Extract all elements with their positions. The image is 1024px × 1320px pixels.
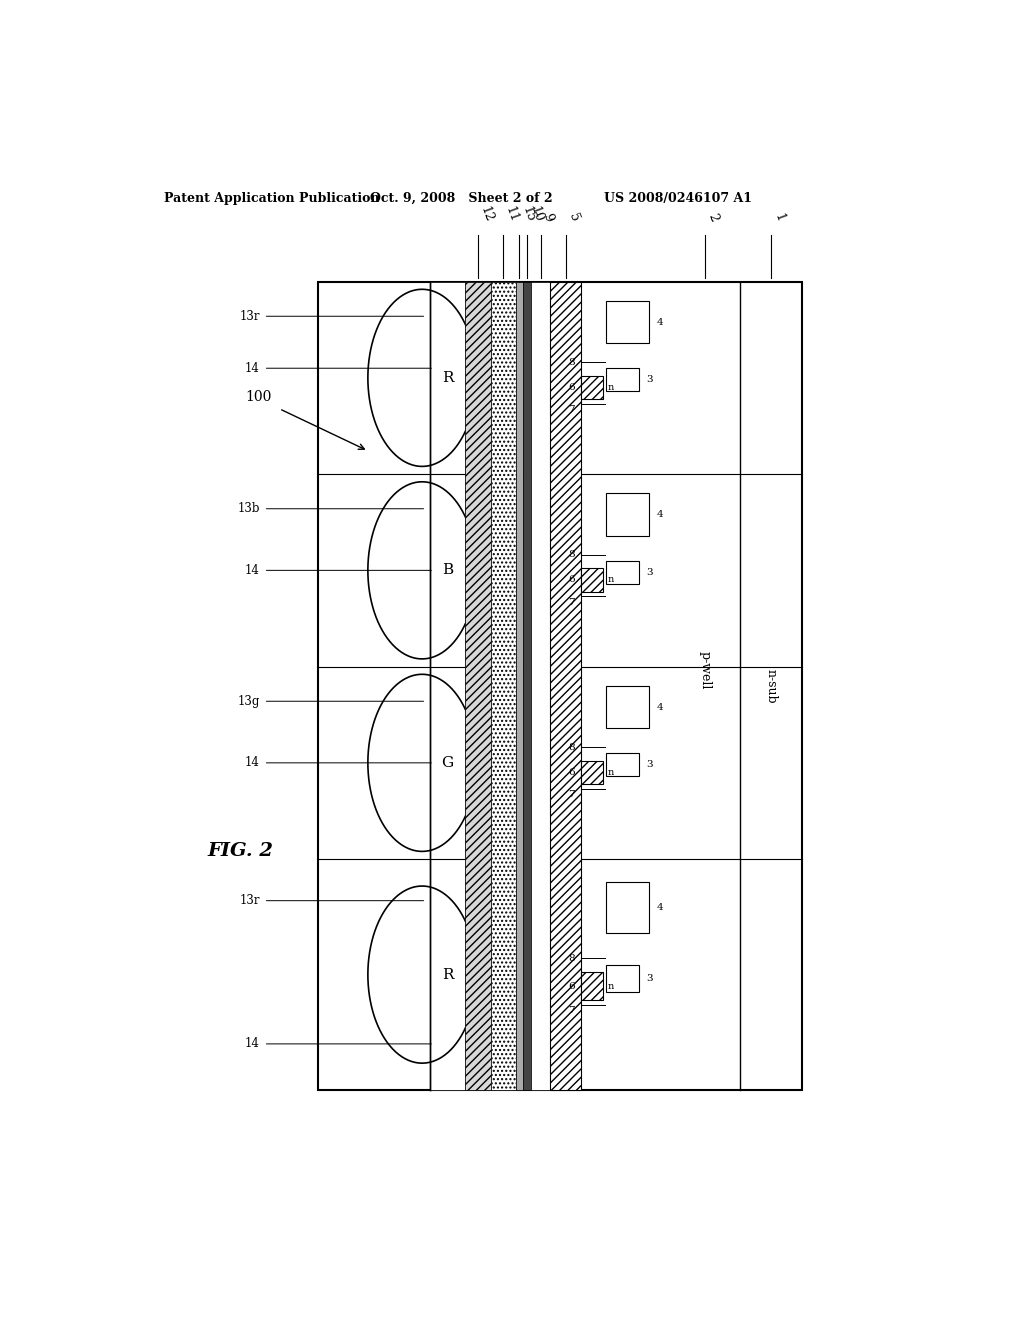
Text: B: B: [442, 564, 454, 577]
Bar: [550, 281, 582, 1090]
Text: 7: 7: [568, 405, 575, 414]
Text: p-well: p-well: [698, 651, 712, 689]
Text: R: R: [442, 371, 454, 385]
Text: 4: 4: [656, 318, 664, 326]
Text: 7: 7: [568, 791, 575, 800]
Text: 11: 11: [503, 205, 521, 224]
Text: 100: 100: [245, 391, 271, 404]
Text: 8: 8: [568, 954, 575, 962]
Text: 14: 14: [245, 564, 260, 577]
Bar: [582, 973, 603, 1001]
Bar: [606, 686, 649, 729]
Text: Patent Application Publication: Patent Application Publication: [164, 191, 379, 205]
Text: n: n: [607, 768, 614, 777]
Bar: [582, 569, 603, 591]
Text: 3: 3: [646, 568, 653, 577]
Text: 15: 15: [519, 205, 537, 224]
Text: 3: 3: [646, 375, 653, 384]
Text: 4: 4: [656, 510, 664, 519]
Text: n-sub: n-sub: [765, 668, 778, 704]
Bar: [606, 882, 649, 933]
Text: 4: 4: [656, 903, 664, 912]
Bar: [606, 754, 639, 776]
Text: 13b: 13b: [238, 502, 260, 515]
Text: 14: 14: [245, 756, 260, 770]
Text: 13r: 13r: [240, 894, 260, 907]
Text: 6: 6: [568, 982, 575, 990]
Text: 7: 7: [568, 598, 575, 607]
Bar: [317, 281, 802, 1090]
Text: 8: 8: [568, 550, 575, 560]
Text: 6: 6: [568, 768, 575, 777]
Text: 2: 2: [706, 213, 720, 224]
Bar: [606, 494, 649, 536]
Text: n: n: [607, 982, 614, 990]
Text: 9: 9: [541, 213, 556, 224]
Bar: [606, 301, 649, 343]
Bar: [582, 376, 603, 399]
Bar: [606, 561, 639, 583]
Text: R: R: [442, 968, 454, 982]
Text: 1: 1: [771, 213, 786, 224]
Text: 6: 6: [568, 383, 575, 392]
Bar: [523, 281, 531, 1090]
Text: 10: 10: [527, 205, 545, 224]
Text: 14: 14: [245, 362, 260, 375]
Bar: [465, 281, 490, 1090]
Text: 6: 6: [568, 576, 575, 585]
Text: US 2008/0246107 A1: US 2008/0246107 A1: [604, 191, 753, 205]
Bar: [515, 281, 523, 1090]
Text: 13g: 13g: [238, 694, 260, 708]
Text: 14: 14: [245, 1038, 260, 1051]
Text: 12: 12: [478, 205, 496, 224]
Text: 3: 3: [646, 760, 653, 770]
Bar: [582, 760, 603, 784]
Text: 8: 8: [568, 358, 575, 367]
Text: Oct. 9, 2008   Sheet 2 of 2: Oct. 9, 2008 Sheet 2 of 2: [370, 191, 553, 205]
Bar: [430, 281, 465, 1090]
Text: n: n: [607, 576, 614, 585]
Text: 8: 8: [568, 743, 575, 751]
Text: 13r: 13r: [240, 310, 260, 323]
Text: 3: 3: [646, 974, 653, 983]
Text: FIG. 2: FIG. 2: [208, 842, 273, 861]
Bar: [531, 281, 550, 1090]
Bar: [490, 281, 515, 1090]
Text: 5: 5: [566, 213, 581, 224]
Text: 4: 4: [656, 702, 664, 711]
Text: n: n: [607, 383, 614, 392]
Text: G: G: [441, 756, 454, 770]
Bar: [606, 965, 639, 993]
Text: 7: 7: [568, 1006, 575, 1015]
Bar: [606, 368, 639, 391]
